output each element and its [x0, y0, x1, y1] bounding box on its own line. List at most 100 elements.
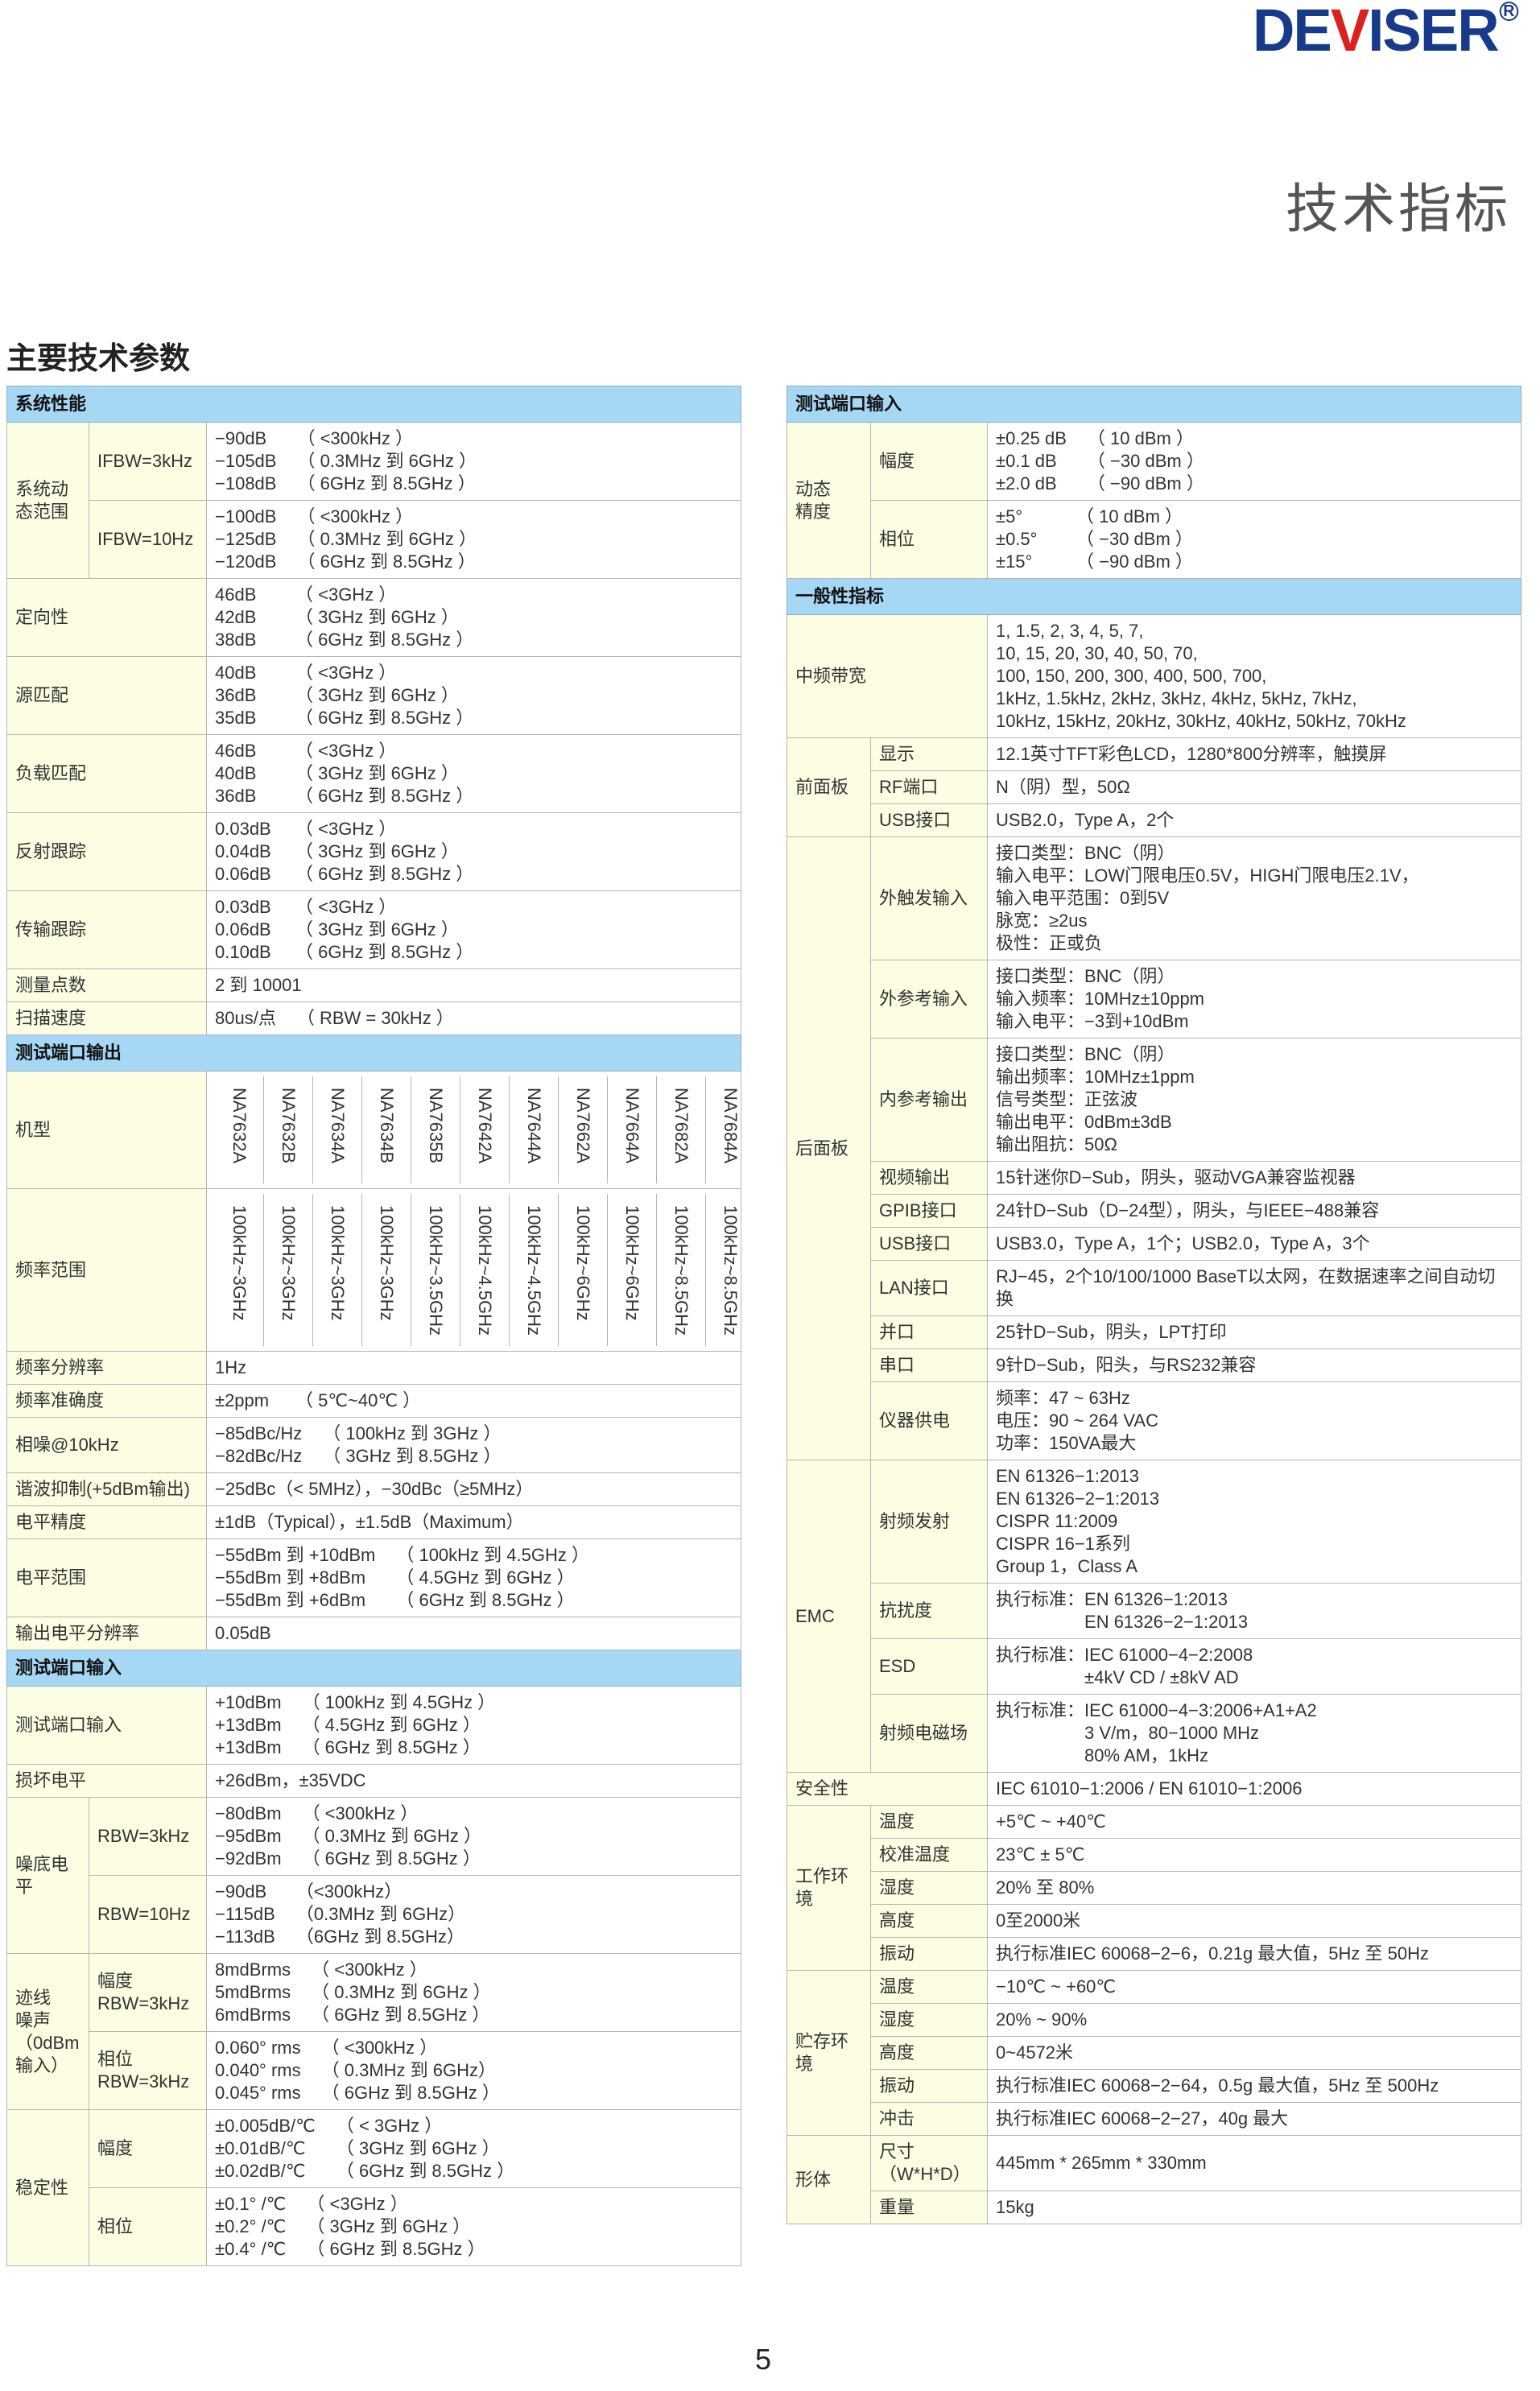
- spec-row: 湿度 20% ~ 90%: [787, 2003, 1521, 2037]
- spec-sub-label: 视频输出: [870, 1161, 988, 1195]
- spec-condition: （ 6GHz 到 8.5GHz ）: [321, 2083, 500, 2103]
- spec-value: 0.040° rms: [215, 2060, 301, 2080]
- spec-value-line: 输入频率：10MHz±10ppm: [996, 989, 1205, 1009]
- vertical-cell: 100kHz~8.5GHz: [656, 1194, 705, 1346]
- spec-row: 重量 15kg: [787, 2191, 1521, 2224]
- spec-value: ±0.005dB/℃: [215, 2116, 316, 2136]
- spec-value-line: 10, 15, 20, 30, 40, 50, 70,: [996, 643, 1198, 663]
- spec-sub-label: ESD: [870, 1638, 988, 1695]
- spec-condition: （ 3GHz 到 6GHz ）: [336, 2138, 500, 2158]
- spec-row: 形体 尺寸 （W*H*D） 445mm * 265mm * 330mm: [787, 2135, 1521, 2224]
- spec-value-line: −25dBc（< 5MHz），−30dBc（≥5MHz）: [215, 1479, 534, 1499]
- spec-value: 36dB: [215, 685, 257, 705]
- spec-row: 频率范围 100kHz~3GHz 100kHz~3GHz 100kHz~3GHz 100…: [6, 1188, 741, 1352]
- spec-value: ±2.0 dB: [996, 473, 1057, 493]
- spec-row: 负载匹配 46dB （ <3GHz ） 40dB （ 3GHz 到 6GHz ） 36dB…: [6, 734, 741, 813]
- spec-condition: （ 0.3MHz 到 6GHz）: [321, 2060, 496, 2080]
- spec-label: 损坏电平: [6, 1764, 207, 1798]
- spec-row: 测试端口输入 +10dBm （ 100kHz 到 4.5GHz ） +13dBm （ 4…: [6, 1686, 741, 1765]
- spec-table-right: 测试端口输入 动态 精度 幅度 ±0.25 dB （ 10 dBm ） ±0.1 dB （ …: [787, 386, 1521, 2224]
- spec-sub-label: 高度: [870, 2036, 988, 2070]
- spec-condition: （ −90 dBm ）: [1087, 473, 1204, 493]
- spec-sub-label: 冲击: [870, 2102, 988, 2136]
- spec-value-line: 0.06dB （ 3GHz 到 6GHz ）: [215, 919, 733, 941]
- spec-value: 0.03dB: [215, 897, 271, 917]
- spec-value-line: +5℃ ~ +40℃: [996, 1811, 1106, 1831]
- section-header-row: 测试端口输出: [6, 1034, 741, 1072]
- spec-value: −82dBc/Hz: [215, 1446, 303, 1466]
- spec-row: 反射跟踪 0.03dB （ <3GHz ） 0.04dB （ 3GHz 到 6GHz ）…: [6, 812, 741, 891]
- spec-row: 相位 ±5° （ 10 dBm ） ±0.5° （ −30 dBm ） ±15° （ −90…: [787, 500, 1521, 579]
- spec-value-cell: +10dBm （ 100kHz 到 4.5GHz ） +13dBm （ 4.5GHz …: [206, 1686, 741, 1765]
- spec-value-line: 24针D−Sub（D−24型），阴头，与IEEE−488兼容: [996, 1200, 1380, 1220]
- spec-value-line: 6mdBrms （ 6GHz 到 8.5GHz ）: [215, 2004, 733, 2026]
- spec-sub-label: 温度: [870, 1970, 988, 2004]
- spec-value-line: ±0.1° /℃ （ <3GHz ）: [215, 2193, 733, 2215]
- spec-value-line: −55dBm 到 +8dBm （ 4.5GHz 到 6GHz ）: [215, 1567, 733, 1589]
- spec-value-line: 445mm * 265mm * 330mm: [996, 2153, 1207, 2173]
- spec-value: −55dBm 到 +6dBm: [215, 1590, 366, 1610]
- spec-sub-label: 高度: [870, 1904, 988, 1938]
- spec-row: 冲击 执行标准IEC 60068−2−27，40g 最大: [787, 2102, 1521, 2136]
- spec-value-cell: 2 到 10001: [206, 968, 741, 1002]
- spec-label: 源匹配: [6, 656, 207, 735]
- spec-condition: （ <300kHz ）: [297, 428, 414, 448]
- spec-row: 高度 0~4572米: [787, 2036, 1521, 2070]
- spec-value: −85dBc/Hz: [215, 1423, 303, 1443]
- spec-value-cell: ±0.25 dB （ 10 dBm ） ±0.1 dB （ −30 dBm ） ±2.0…: [987, 422, 1521, 501]
- spec-value-line: 100, 150, 200, 300, 400, 500, 700,: [996, 666, 1267, 686]
- vertical-cell: NA7644A: [509, 1076, 558, 1183]
- spec-condition: （ 0.3MHz 到 6GHz ）: [312, 1982, 491, 2002]
- vertical-cell: 100kHz~3GHz: [312, 1194, 361, 1346]
- spec-value-line: 0~4572米: [996, 2042, 1074, 2063]
- spec-value-line: CISPR 11:2009: [996, 1511, 1118, 1531]
- spec-condition: （ <3GHz ）: [295, 663, 397, 683]
- spec-sub-label: 幅度: [870, 422, 988, 501]
- spec-value: 40dB: [215, 763, 257, 783]
- page-number: 5: [755, 2343, 772, 2376]
- vertical-cell: NA7634B: [361, 1076, 411, 1183]
- spec-condition: EN 61326−2−1:2013: [1084, 1612, 1249, 1632]
- spec-label: 电平精度: [6, 1505, 207, 1539]
- logo-text-v: V: [1330, 0, 1369, 64]
- spec-value-line: −92dBm （ 6GHz 到 8.5GHz ）: [215, 1848, 733, 1870]
- spec-value-line: 25针D−Sub，阴头，LPT打印: [996, 1322, 1227, 1342]
- spec-value-cell: 0.060° rms （ <300kHz ） 0.040° rms （ 0.3MHz …: [206, 2031, 741, 2110]
- spec-value-line: 输出频率：10MHz±1ppm: [996, 1067, 1195, 1087]
- spec-condition: （ 6GHz 到 8.5GHz ）: [297, 551, 476, 572]
- spec-value-cell: 执行标准：IEC 61000−4−2:2008 ±4kV CD / ±8kV AD: [987, 1638, 1521, 1695]
- vertical-cell: NA7634A: [312, 1076, 361, 1183]
- spec-row: 测量点数 2 到 10001: [6, 968, 741, 1002]
- spec-value: −55dBm 到 +8dBm: [215, 1567, 366, 1588]
- spec-value-line: ±0.4° /℃ （ 6GHz 到 8.5GHz ）: [215, 2238, 733, 2261]
- spec-sub-label: 并口: [870, 1315, 988, 1349]
- spec-condition: （ RBW = 30kHz ）: [296, 1008, 454, 1028]
- spec-value-cell: USB2.0，Type A，2个: [987, 803, 1521, 837]
- spec-value-cell: −90dB （ <300kHz ） −105dB （ 0.3MHz 到 6GHz ） −…: [206, 422, 741, 501]
- spec-condition: （ 6GHz 到 8.5GHz ）: [312, 2005, 490, 2025]
- spec-value-cell: RJ−45，2个10/100/1000 BaseT以太网，在数据速率之间自动切换: [987, 1260, 1521, 1316]
- spec-label: 测量点数: [6, 968, 207, 1002]
- spec-row: 振动 执行标准IEC 60068−2−64，0.5g 最大值，5Hz 至 500H…: [787, 2069, 1521, 2103]
- spec-table-left: 系统性能 系统动态范围 IFBW=3kHz −90dB （ <300kHz ） −105d…: [6, 386, 741, 2266]
- spec-value-cell: 0.03dB （ <3GHz ） 0.06dB （ 3GHz 到 6GHz ） 0.10…: [206, 890, 741, 969]
- spec-value-line: 脉宽：≥2us: [996, 911, 1088, 931]
- spec-value-line: 40dB （ <3GHz ）: [215, 662, 733, 684]
- spec-value: −80dBm: [215, 1803, 282, 1823]
- page-title: 技术指标: [1286, 179, 1511, 238]
- spec-value-cell: 20% 至 80%: [987, 1871, 1521, 1905]
- spec-condition: （ <300kHz ）: [297, 506, 414, 527]
- vertical-cell: 100kHz~4.5GHz: [460, 1194, 509, 1346]
- vertical-cell: 100kHz~6GHz: [607, 1194, 656, 1346]
- spec-value-cell: EN 61326−1:2013 EN 61326−2−1:2013 CISPR 11…: [987, 1460, 1521, 1584]
- registered-mark-icon: R: [1499, 2, 1519, 21]
- spec-value-line: ±0.5° （ −30 dBm ）: [996, 528, 1513, 551]
- spec-row: 串口 9针D−Sub，阳头，与RS232兼容: [787, 1348, 1521, 1382]
- spec-sub-label: 幅度 RBW=3kHz: [89, 1953, 207, 2032]
- spec-value-line: 20% 至 80%: [996, 1877, 1095, 1898]
- spec-label: 输出电平分辨率: [6, 1617, 207, 1650]
- spec-value-cell: 25针D−Sub，阴头，LPT打印: [987, 1315, 1521, 1349]
- spec-row: 工作环境 温度 +5℃ ~ +40℃: [787, 1805, 1521, 1971]
- spec-value: 0.10dB: [215, 942, 271, 962]
- vertical-cell: NA7632B: [263, 1076, 312, 1183]
